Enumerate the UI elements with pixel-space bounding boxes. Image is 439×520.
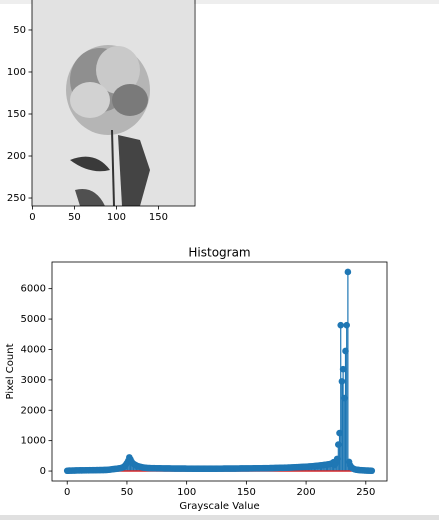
x-tick-label: 100 [107, 212, 126, 223]
axes-frame [31, 0, 196, 207]
stem-marker [333, 455, 341, 463]
stem-marker [342, 347, 349, 355]
y-tick-label: 5000 [21, 314, 46, 325]
stem-marker [339, 365, 347, 373]
y-tick-label: 4000 [21, 344, 46, 355]
y-tick-label: 250 [7, 193, 26, 204]
y-tick-label: 6000 [21, 284, 46, 295]
bottom-bar [0, 515, 439, 520]
x-tick-label: 150 [237, 487, 256, 498]
y-tick-label: 2000 [21, 405, 46, 416]
stem-marker [343, 321, 350, 329]
stem-marker [337, 321, 345, 329]
stem-marker [368, 467, 376, 475]
y-tick-label: 1000 [21, 436, 46, 447]
y-tick-label: 50 [13, 25, 26, 36]
x-axis-label: Grayscale Value [179, 501, 259, 512]
stem-marker [336, 429, 343, 437]
x-tick-label: 50 [68, 212, 81, 223]
x-tick-label: 0 [64, 487, 70, 498]
y-tick-label: 200 [7, 151, 26, 162]
x-tick-label: 200 [297, 487, 316, 498]
x-tick-label: 0 [29, 212, 35, 223]
x-tick-label: 50 [121, 487, 134, 498]
photo [32, 0, 194, 207]
axes-frame [51, 261, 388, 482]
top-bar [0, 0, 439, 4]
y-tick-label: 0 [40, 466, 46, 477]
stem-marker [338, 378, 346, 385]
stem-marker [341, 394, 348, 402]
y-tick-label: 100 [7, 67, 26, 78]
y-tick-label: 150 [7, 109, 26, 120]
x-tick-label: 250 [356, 487, 375, 498]
stem-marker [335, 441, 342, 448]
y-axis-label: Pixel Count [5, 343, 16, 399]
chart-title: Histogram [188, 246, 250, 260]
x-tick-label: 150 [149, 212, 168, 223]
y-tick-label: 3000 [21, 375, 46, 386]
stem-marker [344, 268, 352, 276]
x-tick-label: 100 [177, 487, 196, 498]
